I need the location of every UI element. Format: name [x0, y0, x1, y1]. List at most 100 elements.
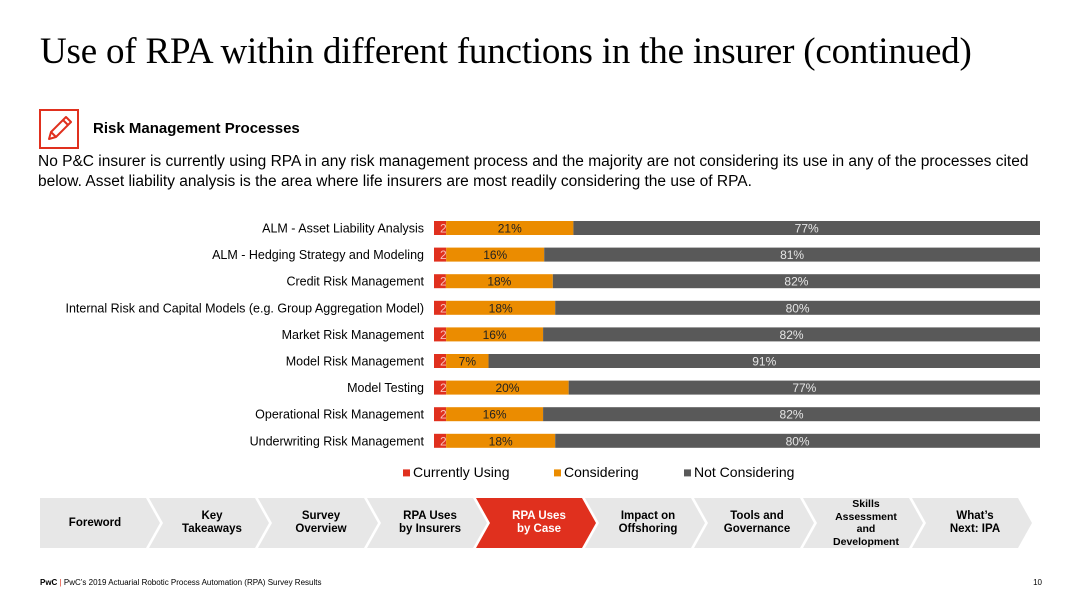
data-label: 18% [487, 275, 511, 289]
bar-segment [446, 327, 544, 342]
footer-text: PwC’s 2019 Actuarial Robotic Process Aut… [63, 578, 322, 587]
footer-separator: | [59, 578, 62, 587]
bar-segment [573, 221, 1040, 235]
page-number: 10 [1033, 578, 1042, 587]
nav-step[interactable]: Foreword [40, 498, 160, 548]
category-label: Market Risk Management [282, 328, 425, 342]
section-title: Risk Management Processes [93, 120, 300, 137]
bar-segment [446, 407, 544, 422]
chevron-shape [694, 498, 814, 548]
legend-swatch [684, 469, 691, 477]
data-label: 80% [786, 301, 810, 315]
bar-segment [544, 247, 1040, 262]
nav-step[interactable]: Survey Overview [258, 498, 378, 548]
nav-step-label: Survey Overview [295, 510, 347, 535]
data-label: 16% [483, 328, 507, 342]
data-label: 7% [459, 355, 477, 369]
chevron-fill [367, 498, 487, 548]
bar-segment [434, 300, 447, 315]
nav-step[interactable]: RPA Uses by Case [476, 498, 596, 548]
nav-step-label: RPA Uses by Insurers [399, 510, 461, 535]
chevron-fill [40, 498, 160, 548]
bar-segment [446, 300, 556, 315]
bar-segment [555, 433, 1040, 448]
bar-segment [568, 380, 1040, 395]
data-label: 21% [498, 222, 522, 236]
bar-segment [434, 380, 447, 395]
data-label: 82% [784, 275, 808, 289]
bar-segment [434, 407, 447, 422]
chevron-fill [149, 498, 269, 548]
nav-step[interactable]: Tools and Governance [694, 498, 814, 548]
chevron-fill [476, 498, 596, 548]
category-label: Operational Risk Management [255, 408, 424, 422]
data-label: 81% [780, 248, 804, 262]
chevron-shape [803, 498, 923, 548]
chevron-fill [803, 498, 923, 548]
chevron-fill [258, 498, 378, 548]
chevron-shape [258, 498, 378, 548]
legend-label: Not Considering [694, 464, 794, 480]
bar-segment [555, 300, 1040, 315]
category-label: Model Risk Management [286, 355, 425, 369]
bar-segment [446, 354, 489, 368]
nav-step[interactable]: What’s Next: IPA [912, 498, 1032, 548]
data-label: 18% [489, 434, 513, 448]
data-label: 16% [483, 408, 507, 422]
data-label: 80% [786, 434, 810, 448]
page-title: Use of RPA within different functions in… [40, 31, 972, 72]
footer: PwC | PwC’s 2019 Actuarial Robotic Proce… [40, 578, 321, 587]
chevron-shape [912, 498, 1032, 548]
stacked-bar-chart: ALM - Asset Liability Analysis2%21%77%AL… [0, 210, 1080, 485]
data-label: 77% [792, 381, 816, 395]
bar-segment [552, 274, 1040, 289]
nav-step-label: Skills Assessment and Development [833, 498, 899, 548]
bar-segment [434, 274, 446, 289]
bar-segment [434, 433, 447, 448]
footer-brand: PwC [40, 578, 58, 587]
section-navigation: Foreword Key Takeaways Survey Overview RPA Us… [40, 498, 1040, 548]
nav-step[interactable]: Impact on Offshoring [585, 498, 705, 548]
legend-label: Considering [564, 464, 639, 480]
category-label: Model Testing [347, 381, 424, 395]
chart-svg: ALM - Asset Liability Analysis2%21%77%AL… [65, 221, 1040, 480]
data-label: 82% [780, 408, 804, 422]
nav-step-label: Impact on Offshoring [618, 510, 678, 535]
nav-step-label: RPA Uses by Case [512, 510, 566, 535]
data-label: 16% [483, 248, 507, 262]
nav-step-label: Tools and Governance [723, 510, 791, 535]
data-label: 20% [495, 381, 519, 395]
legend-swatch [403, 469, 410, 477]
category-label: Credit Risk Management [286, 275, 424, 289]
chevron-fill [585, 498, 705, 548]
bar-segment [445, 274, 553, 289]
data-label: 77% [795, 222, 819, 236]
chevron-shape [367, 498, 487, 548]
chevron-shape [149, 498, 269, 548]
data-label: 91% [752, 355, 776, 369]
bar-segment [434, 221, 447, 235]
bar-segment [446, 247, 545, 262]
category-label: Underwriting Risk Management [250, 434, 425, 448]
bar-segment [446, 380, 569, 395]
category-label: ALM - Hedging Strategy and Modeling [212, 248, 424, 262]
nav-step-label: What’s Next: IPA [949, 510, 1001, 535]
bar-segment [543, 407, 1040, 422]
data-label: 18% [489, 301, 513, 315]
bar-segment [434, 354, 447, 368]
bar-segment [434, 247, 447, 262]
legend-swatch [554, 469, 561, 477]
intro-text: No P&C insurer is currently using RPA in… [38, 153, 1029, 190]
category-label: Internal Risk and Capital Models (e.g. G… [65, 301, 424, 315]
nav-step[interactable]: RPA Uses by Insurers [367, 498, 487, 548]
chevron-shape [585, 498, 705, 548]
bar-segment [434, 327, 447, 342]
legend-label: Currently Using [413, 464, 509, 480]
chevron-fill [694, 498, 814, 548]
nav-step[interactable]: Skills Assessment and Development [803, 498, 923, 548]
nav-step-label: Foreword [68, 516, 122, 529]
data-label: 82% [780, 328, 804, 342]
chevron-shape [40, 498, 160, 548]
nav-step[interactable]: Key Takeaways [149, 498, 269, 548]
bar-segment [543, 327, 1040, 342]
